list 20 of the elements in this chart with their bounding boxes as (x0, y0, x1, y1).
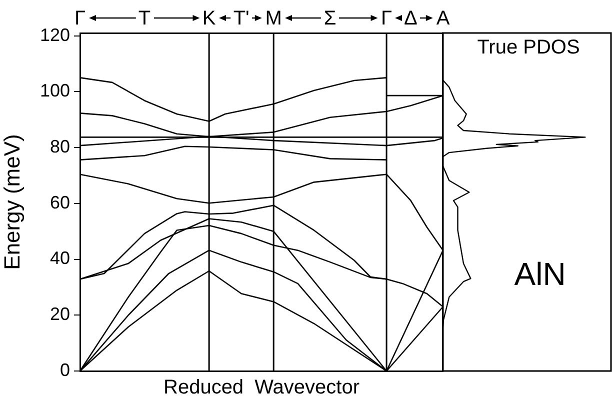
x-axis-title: Reduced Wavevector (163, 376, 360, 399)
y-tick-label: 60 (50, 192, 70, 212)
x-tick-label: A (436, 8, 450, 30)
y-tick-label: 0 (60, 360, 70, 380)
annotation: AlN (514, 256, 566, 292)
x-tick-label: Δ (404, 8, 418, 30)
y-tick-label: 100 (40, 80, 70, 101)
x-tick-label: Σ (324, 8, 336, 30)
chart-title: True PDOS (477, 36, 580, 59)
y-tick-label: 120 (40, 24, 70, 45)
y-axis-title: Energy (meV) (0, 134, 24, 270)
x-tick-label: Γ (381, 8, 392, 30)
x-tick-label: M (265, 8, 282, 30)
x-tick-label: T' (233, 8, 250, 30)
y-tick-label: 80 (50, 136, 70, 156)
x-tick-label: Γ (74, 8, 86, 30)
x-tick-label: T (138, 8, 151, 30)
x-tick-label: K (202, 8, 216, 30)
y-tick-label: 40 (50, 248, 70, 268)
y-tick-label: 20 (50, 304, 70, 324)
